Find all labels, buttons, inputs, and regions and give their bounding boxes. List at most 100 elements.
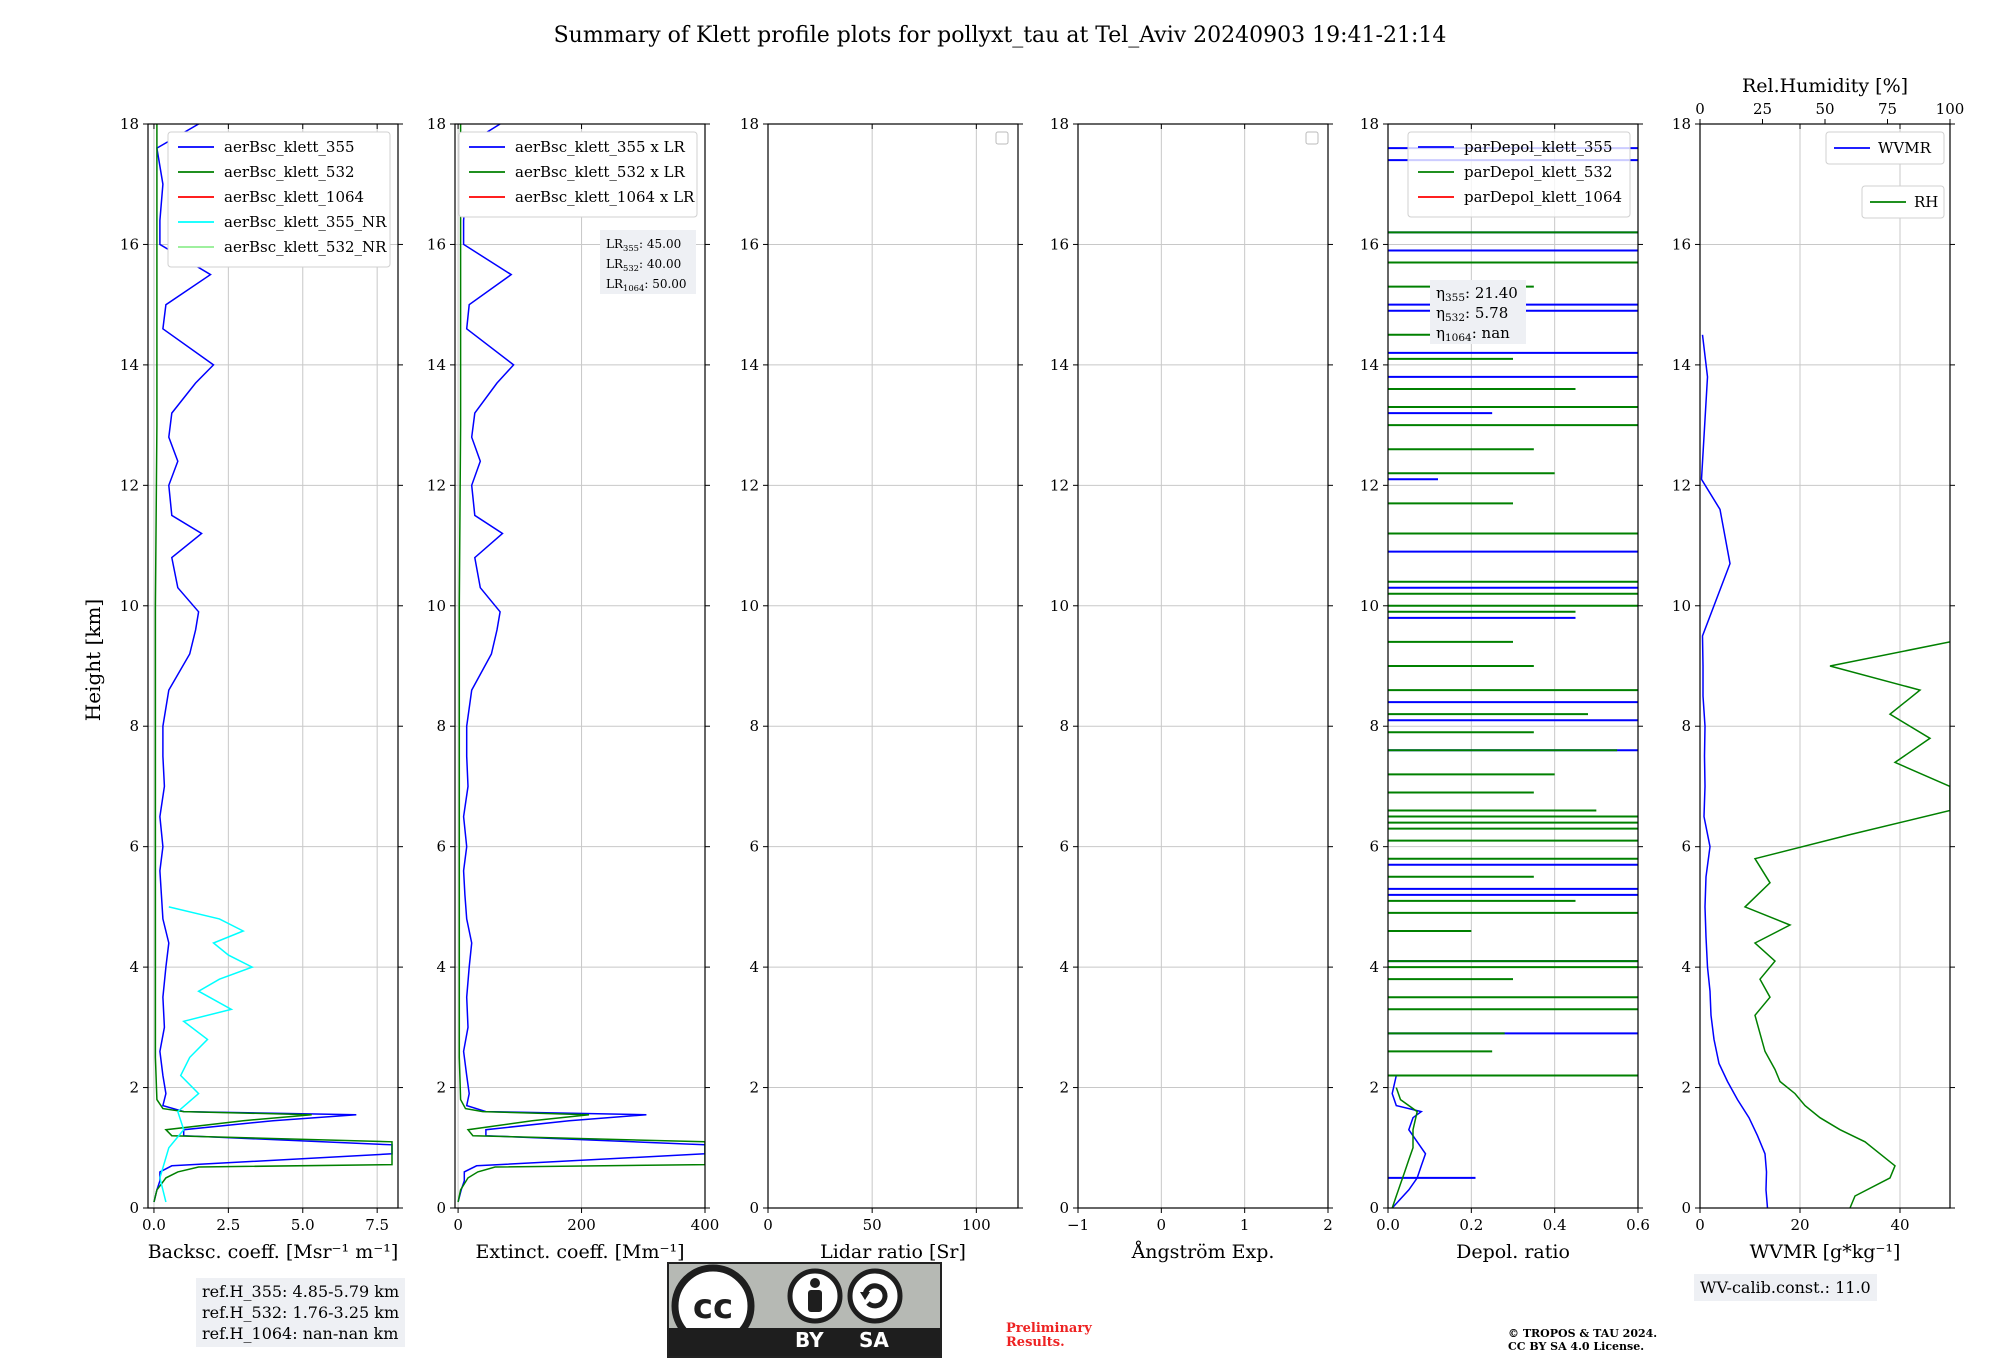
x-tick-label: 200 [567,1216,596,1234]
y-tick-label: 6 [749,838,759,856]
lr-box-symbol: LR [606,237,624,251]
panel-lidar_ratio: 0 2 4 6 8 10 12 14 16 18 0 50 100 Lidar ratio [Sr] [740,115,1023,1263]
x-tick-label: 20 [1790,1216,1809,1234]
y-tick-label: 4 [129,958,139,976]
axes-frame [454,123,706,1209]
eta-box-symbol: η [1436,284,1445,302]
y-tick-label: 10 [427,597,446,615]
series-line-aerBsc_klett_532 x LR [457,124,705,1203]
y-tick-label: 10 [120,597,139,615]
x-axis-label: Extinct. coeff. [Mm⁻¹] [475,1241,684,1263]
axes-frame [147,123,399,1209]
eta-box-value: : 21.40 [1465,284,1518,302]
y-tick-label: 12 [120,476,139,494]
legend-label: aerBsc_klett_532 x LR [515,163,686,181]
lr-box-value: : 45.00 [639,237,681,251]
y-tick-label: 12 [1360,476,1379,494]
plot-area [1700,334,1950,1208]
empty-legend-box [1305,131,1319,145]
panel-backscatter: 0 2 4 6 8 10 12 14 16 18 0.0 2.5 5.0 7.5 Backsc. coeff… [120,115,403,1263]
copyright-line-1: © TROPOS & TAU 2024. [1508,1327,1658,1340]
eta-box-subscript: 1064 [1445,332,1472,344]
legend-label: aerBsc_klett_355 [224,138,355,156]
x-tick-label: 400 [691,1216,720,1234]
top-x-tick-label: 0 [1695,100,1705,118]
y-tick-label: 0 [129,1199,139,1217]
eta-box-value: : nan [1472,324,1510,342]
eta-box-line: η1064: nan [1436,324,1510,344]
y-tick-label: 16 [427,235,446,253]
y-tick-label: 8 [749,717,759,735]
reference-height-box: ref.H_355: 4.85-5.79 km ref.H_532: 1.76-… [196,1278,406,1347]
preliminary-line-2: Results. [1006,1335,1065,1350]
y-tick-label: 12 [1672,476,1691,494]
legend-label: parDepol_klett_355 [1464,138,1613,156]
y-tick-label: 8 [129,717,139,735]
eta-box-line: η355: 21.40 [1436,284,1518,304]
x-tick-label: 40 [1890,1216,1909,1234]
x-axis-label: Lidar ratio [Sr] [820,1241,966,1263]
eta-box-subscript: 532 [1445,312,1465,324]
y-tick-label: 16 [1672,235,1691,253]
cc-bottom-bar [669,1328,940,1356]
legend-label: WVMR [1878,139,1932,157]
y-tick-label: 10 [740,597,759,615]
x-tick-label: 0.0 [142,1216,166,1234]
x-tick-label: 100 [962,1216,991,1234]
y-tick-label: 12 [427,476,446,494]
y-tick-label: 8 [1681,717,1691,735]
y-axis-label: Height [km] [81,599,105,721]
legend-label: aerBsc_klett_355 x LR [515,138,686,156]
y-tick-label: 2 [1369,1079,1379,1097]
y-tick-label: 2 [1059,1079,1069,1097]
y-tick-label: 2 [749,1079,759,1097]
x-tick-label: 1 [1240,1216,1250,1234]
y-tick-label: 4 [1681,958,1691,976]
y-tick-label: 14 [1360,356,1379,374]
y-tick-label: 6 [129,838,139,856]
ref-height-532: ref.H_532: 1.76-3.25 km [202,1303,400,1322]
legend-box [167,131,391,268]
x-tick-label: 0 [453,1216,463,1234]
x-tick-label: 5.0 [291,1216,315,1234]
cc-by-label: BY [795,1328,824,1352]
svg-text:cc: cc [693,1287,733,1327]
y-tick-label: 14 [120,356,139,374]
preliminary-note: Preliminary Results. [1006,1322,1092,1350]
y-tick-label: 0 [749,1199,759,1217]
x-tick-label: 0.0 [1376,1216,1400,1234]
top-x-tick-label: 100 [1936,100,1965,118]
y-tick-label: 0 [1059,1199,1069,1217]
y-tick-label: 0 [1369,1199,1379,1217]
x-tick-label: 0 [1695,1216,1705,1234]
eta-box-subscript: 355 [1445,292,1465,304]
wv-calib-text: WV-calib.const.: 11.0 [1700,1278,1871,1297]
series-line-WVMR [1700,334,1769,1208]
x-tick-label: 2 [1323,1216,1333,1234]
lr-box-symbol: LR [606,257,624,271]
lr-box-line: LR532: 40.00 [606,257,681,273]
y-tick-label: 2 [1681,1079,1691,1097]
y-tick-label: 4 [749,958,759,976]
copyright-note: © TROPOS & TAU 2024. CC BY SA 4.0 Licens… [1508,1327,1657,1353]
y-tick-label: 4 [436,958,446,976]
lr-box-symbol: LR [606,277,624,291]
lr-box-subscript: 1064 [623,283,644,293]
y-tick-label: 4 [1369,958,1379,976]
top-x-tick-label: 50 [1815,100,1834,118]
lr-box-line: LR355: 45.00 [606,237,681,253]
y-tick-label: 0 [1681,1199,1691,1217]
y-tick-label: 16 [1360,235,1379,253]
top-x-tick-label: 75 [1878,100,1897,118]
x-tick-label: 0 [763,1216,773,1234]
lr-box-line: LR1064: 50.00 [606,277,687,293]
lr-box-value: : 50.00 [644,277,686,291]
top-x-tick-label: 25 [1753,100,1772,118]
legend-label: RH [1914,193,1938,211]
series-line-aerBsc_klett_355_NR [159,906,255,1203]
y-tick-label: 18 [1050,115,1069,133]
legend-label: aerBsc_klett_532 [224,163,355,181]
legend-label: parDepol_klett_532 [1464,163,1613,181]
series-line-aerBsc_klett_355 x LR [457,124,705,1203]
